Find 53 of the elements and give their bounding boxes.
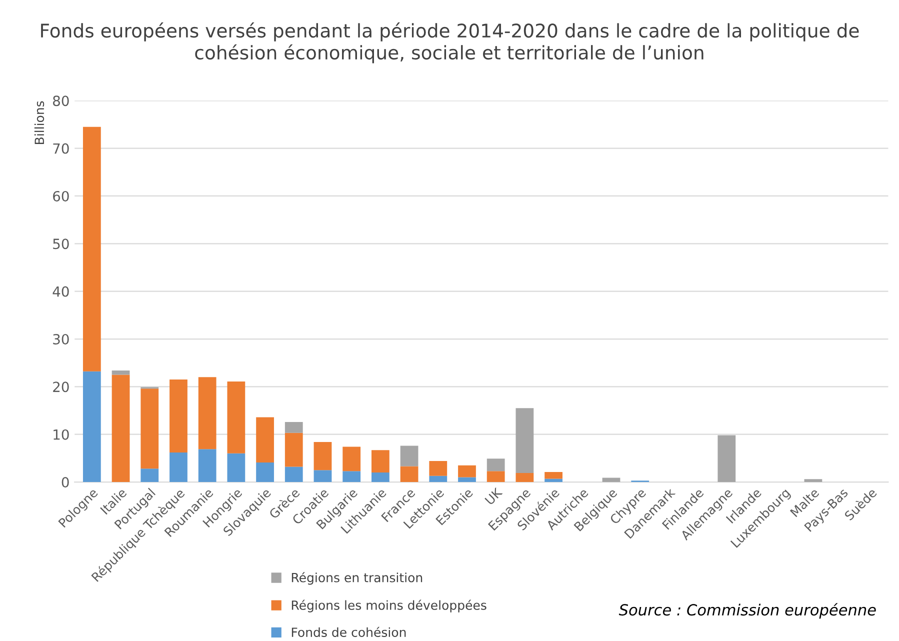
legend-label: Régions les moins développées [292,600,486,612]
y-tick-label: 60 [53,190,69,202]
bar [284,432,303,467]
y-tick-label: 40 [52,286,69,297]
bar [718,435,736,482]
bar [400,466,418,482]
bar [602,478,620,482]
bar [140,468,159,482]
y-tick-label: 70 [53,143,69,154]
bar [112,374,130,482]
y-tick-label: 0 [62,477,69,488]
bar [314,442,332,470]
bar [198,449,216,482]
bar [371,450,390,472]
bar [227,453,246,482]
legend-label: Régions en transition [292,572,422,585]
bar [516,408,534,473]
legend-label: Fonds de cohésion [292,626,406,637]
bar [486,471,505,482]
y-axis-title: Billions [34,101,44,144]
bar [198,377,216,450]
bar [140,388,159,469]
bar [804,479,822,482]
chart-title: Fonds européens versés pendant la période 2014-2020 dans le cadre de la politique de cohésion économique, sociale et territoriale de l’union [41,22,859,64]
bar [371,472,390,482]
bar [227,381,246,454]
bar [400,446,418,466]
bar [486,458,505,472]
bar [342,471,361,482]
bar [82,371,101,482]
source-note: Source : Commission européenne [618,603,876,619]
bar [314,470,332,482]
bar [284,422,303,433]
y-tick-label: 30 [53,334,69,344]
bar [458,465,476,478]
bar [170,452,188,482]
bar [429,476,448,482]
bar [342,446,361,472]
bar [170,380,188,452]
bar [256,417,274,462]
y-tick-label: 10 [54,429,69,440]
bar [516,472,534,482]
y-tick-label: 20 [53,382,69,392]
y-tick-label: 50 [53,238,69,250]
bar [544,472,562,479]
bar [82,126,101,372]
bar [284,466,303,482]
bar [429,461,448,476]
bar [544,478,562,482]
bar [112,370,130,375]
bar [256,462,274,482]
y-tick-label: 80 [53,96,69,106]
bar [458,477,476,482]
